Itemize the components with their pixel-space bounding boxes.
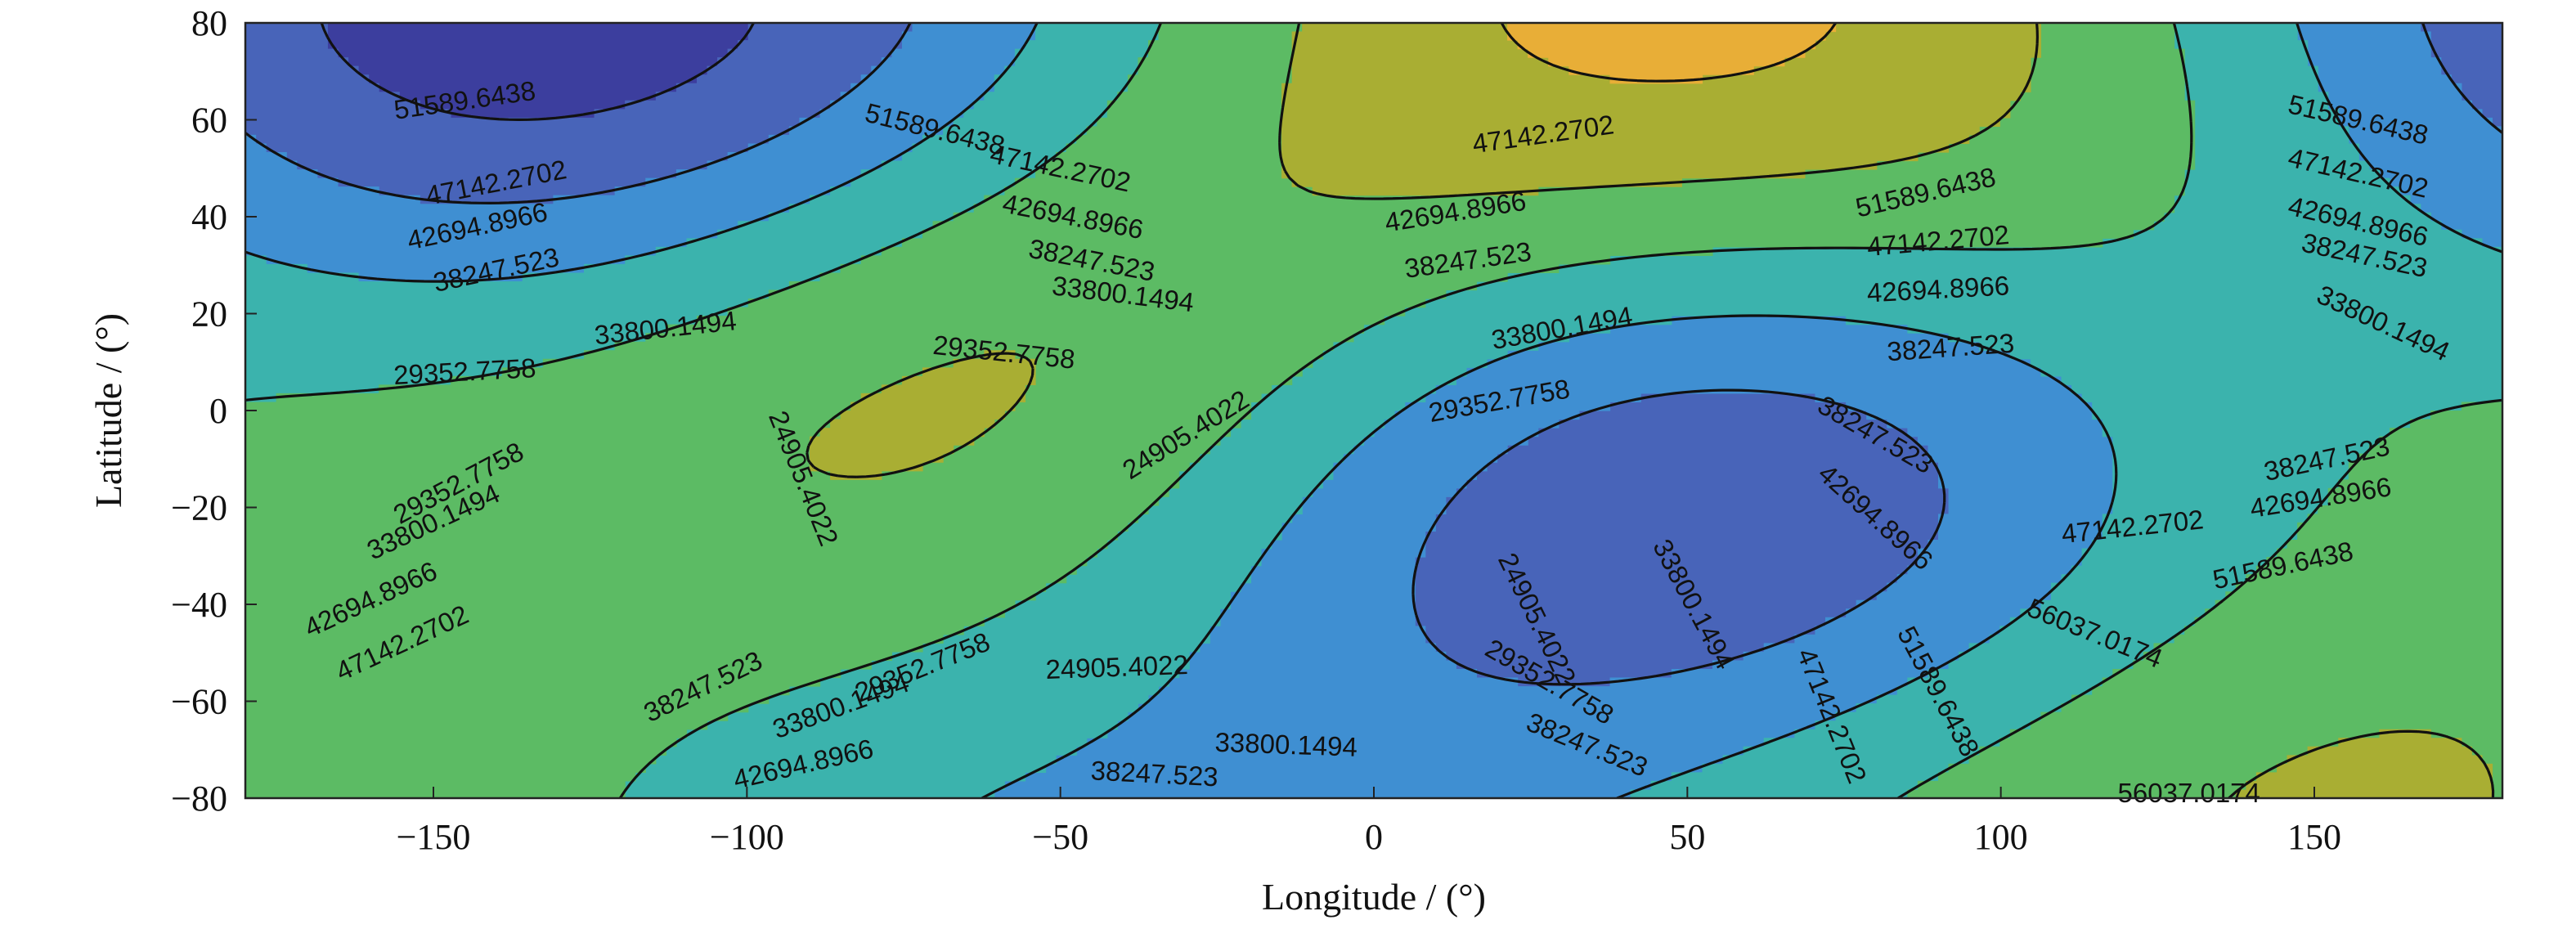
y-tick-label: 60 xyxy=(191,101,227,141)
contour-line-4 xyxy=(245,23,2502,798)
x-axis-title: Longitude / (°) xyxy=(1262,876,1486,918)
contour-band-7 xyxy=(1507,23,1837,84)
contour-band-6 xyxy=(810,23,2493,798)
contour-band-3 xyxy=(245,23,2502,798)
contour-label-text: 24905.4022 xyxy=(1045,649,1189,684)
contour-lines xyxy=(245,23,2502,798)
contour-band-5 xyxy=(245,23,2502,798)
contour-label-23: 29352.7758 xyxy=(393,352,536,390)
x-tick-label: −150 xyxy=(397,817,471,857)
y-tick-label: −20 xyxy=(171,488,227,528)
x-tick-label: 50 xyxy=(1669,817,1705,857)
y-axis: 80 60 40 20 0 −20 −40 −60 −80 xyxy=(171,3,257,819)
contour-label-51: 38247.523 xyxy=(1090,755,1219,792)
contour-label-text: 33800.1494 xyxy=(1214,727,1358,762)
contour-band-1 xyxy=(327,23,749,119)
contour-label-text: 38247.523 xyxy=(1090,755,1219,792)
y-axis-title: Latitude / (°) xyxy=(88,313,129,508)
x-tick-label: −100 xyxy=(710,817,784,857)
contour-line-6 xyxy=(1500,23,1838,83)
x-tick-label: −50 xyxy=(1032,817,1088,857)
contour-band-4 xyxy=(245,23,2502,798)
contour-line-1 xyxy=(320,23,755,121)
y-tick-label: 20 xyxy=(191,294,227,334)
x-tick-label: 100 xyxy=(1974,817,2028,857)
y-tick-label: −80 xyxy=(171,779,227,819)
contour-label-text: 29352.7758 xyxy=(393,352,536,390)
x-tick-label: 0 xyxy=(1365,817,1383,857)
y-tick-label: −40 xyxy=(171,585,227,625)
contour-line-2 xyxy=(245,23,2502,686)
y-tick-label: 40 xyxy=(191,197,227,237)
contour-line-3 xyxy=(245,23,2502,798)
y-tick-label: −60 xyxy=(171,682,227,722)
contour-label-text: 42694.8966 xyxy=(1866,270,2010,307)
y-tick-label: 0 xyxy=(209,391,227,431)
y-tick-label: 80 xyxy=(191,3,227,43)
contour-label-text: 56037.0174 xyxy=(2118,778,2260,808)
contour-fills xyxy=(245,23,2502,798)
contour-label-52: 56037.0174 xyxy=(2118,778,2260,808)
contour-label-43: 24905.4022 xyxy=(1045,649,1189,684)
contour-label-12: 42694.8966 xyxy=(1866,270,2010,307)
x-tick-label: 150 xyxy=(2287,817,2341,857)
contour-label-48: 33800.1494 xyxy=(1214,727,1358,762)
x-axis: −150 −100 −50 0 50 100 150 xyxy=(397,787,2341,857)
